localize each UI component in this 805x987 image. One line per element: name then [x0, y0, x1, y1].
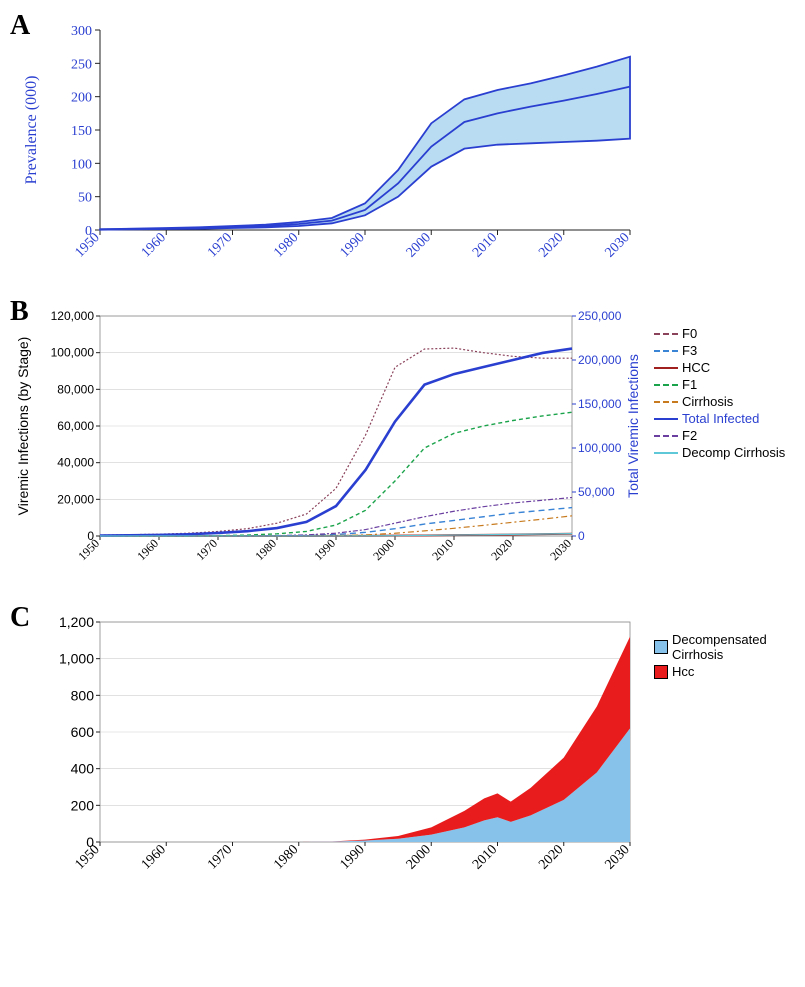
- legend-item: F3: [654, 343, 804, 358]
- legend-item: Decomp Cirrhosis: [654, 445, 804, 460]
- svg-text:1980: 1980: [252, 536, 279, 563]
- svg-text:600: 600: [71, 724, 95, 740]
- svg-text:200: 200: [71, 797, 95, 813]
- svg-text:Viremic Infections (by Stage): Viremic Infections (by Stage): [15, 337, 31, 516]
- svg-text:1,200: 1,200: [59, 614, 94, 630]
- svg-text:1990: 1990: [311, 536, 338, 563]
- svg-text:200: 200: [71, 91, 92, 106]
- svg-text:1990: 1990: [337, 230, 367, 260]
- svg-text:2020: 2020: [488, 536, 515, 563]
- panel-a-label: A: [10, 10, 30, 42]
- legend-item: Decompensated Cirrhosis: [654, 632, 804, 662]
- svg-text:1990: 1990: [337, 842, 367, 872]
- svg-text:100,000: 100,000: [51, 346, 95, 360]
- svg-text:250: 250: [71, 57, 92, 72]
- svg-text:250,000: 250,000: [578, 309, 622, 323]
- legend-item: HCC: [654, 360, 804, 375]
- svg-text:2020: 2020: [536, 230, 566, 260]
- legend-item: Cirrhosis: [654, 394, 804, 409]
- svg-text:2000: 2000: [404, 230, 434, 260]
- svg-text:1960: 1960: [139, 842, 169, 872]
- panel-c: C 02004006008001,0001,200195019601970198…: [10, 602, 805, 902]
- svg-text:1950: 1950: [72, 230, 102, 260]
- svg-text:1970: 1970: [193, 536, 220, 563]
- legend-b: F0 F3 HCC F1 Cirrhosis Total Infected F2 Decomp…: [654, 326, 804, 462]
- svg-text:1,000: 1,000: [59, 651, 94, 667]
- svg-text:100,000: 100,000: [578, 441, 622, 455]
- svg-text:2030: 2030: [602, 230, 632, 260]
- legend-item: F0: [654, 326, 804, 341]
- svg-text:1950: 1950: [72, 842, 102, 872]
- svg-text:2030: 2030: [547, 536, 574, 563]
- svg-text:120,000: 120,000: [51, 309, 95, 323]
- svg-text:40,000: 40,000: [57, 456, 94, 470]
- svg-text:2020: 2020: [536, 842, 566, 872]
- svg-text:20,000: 20,000: [57, 492, 94, 506]
- chart-b: 020,00040,00060,00080,000100,000120,0000…: [10, 296, 650, 596]
- chart-c: 02004006008001,0001,20019501960197019801…: [10, 602, 650, 902]
- svg-text:0: 0: [578, 529, 585, 543]
- svg-text:1960: 1960: [134, 536, 161, 563]
- svg-text:1970: 1970: [205, 230, 235, 260]
- legend-item: F1: [654, 377, 804, 392]
- svg-text:300: 300: [71, 24, 92, 39]
- panel-a: A 05010015020025030019501960197019801990…: [10, 10, 805, 290]
- svg-text:2010: 2010: [429, 536, 456, 563]
- legend-item: F2: [654, 428, 804, 443]
- svg-text:1980: 1980: [271, 842, 301, 872]
- svg-text:1970: 1970: [205, 842, 235, 872]
- panel-b-label: B: [10, 296, 29, 328]
- svg-text:Prevalence (000): Prevalence (000): [23, 76, 40, 185]
- svg-text:2000: 2000: [404, 842, 434, 872]
- svg-text:50: 50: [78, 191, 92, 206]
- svg-text:2030: 2030: [602, 842, 632, 872]
- svg-text:1950: 1950: [75, 536, 102, 563]
- svg-text:50,000: 50,000: [578, 485, 615, 499]
- svg-text:400: 400: [71, 761, 95, 777]
- svg-text:2010: 2010: [470, 842, 500, 872]
- svg-text:1980: 1980: [271, 230, 301, 260]
- svg-text:80,000: 80,000: [57, 382, 94, 396]
- svg-text:100: 100: [71, 157, 92, 172]
- panel-b: B 0 20,000 40,000 60,000 80,000 100,000 120,00…: [10, 296, 805, 596]
- svg-text:1960: 1960: [139, 230, 169, 260]
- svg-text:60,000: 60,000: [57, 419, 94, 433]
- legend-item: Hcc: [654, 664, 804, 679]
- svg-text:2000: 2000: [370, 536, 397, 563]
- svg-text:150,000: 150,000: [578, 397, 622, 411]
- legend-item: Total Infected: [654, 411, 804, 426]
- svg-text:150: 150: [71, 124, 92, 139]
- svg-text:2010: 2010: [470, 230, 500, 260]
- svg-text:Total Viremic Infections: Total Viremic Infections: [625, 354, 641, 498]
- panel-c-label: C: [10, 602, 30, 634]
- legend-c: Decompensated Cirrhosis Hcc: [654, 632, 804, 681]
- svg-text:800: 800: [71, 687, 95, 703]
- chart-a: 0501001502002503001950196019701980199020…: [10, 10, 650, 290]
- svg-text:200,000: 200,000: [578, 353, 622, 367]
